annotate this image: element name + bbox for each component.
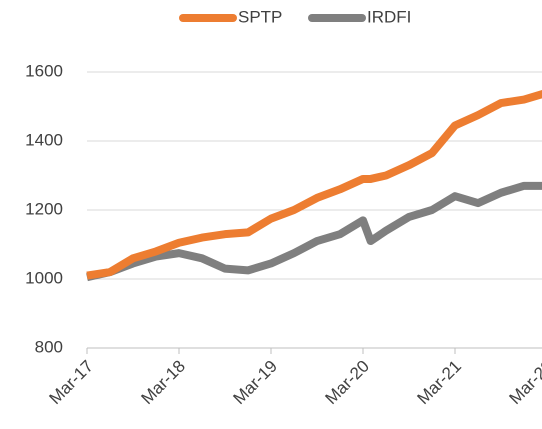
x-tick-label: Mar-19: [229, 357, 281, 409]
x-tick-label: Mar-18: [137, 357, 189, 409]
y-tick-label: 1400: [25, 130, 63, 149]
y-tick-label: 1000: [25, 268, 63, 287]
legend-label: SPTP: [238, 7, 282, 26]
series-line: [86, 181, 542, 282]
y-tick-label: 1200: [25, 199, 63, 218]
y-tick-label: 1600: [25, 61, 63, 80]
y-tick-label: 800: [35, 337, 63, 356]
x-tick-label: Mar-17: [45, 357, 97, 409]
x-tick-label: Mar-20: [321, 357, 373, 409]
legend-label: IRDFI: [367, 7, 411, 26]
series-line: [86, 90, 542, 280]
x-tick-label: Mar-21: [413, 357, 465, 409]
x-tick-label: Mar-22: [505, 357, 542, 409]
